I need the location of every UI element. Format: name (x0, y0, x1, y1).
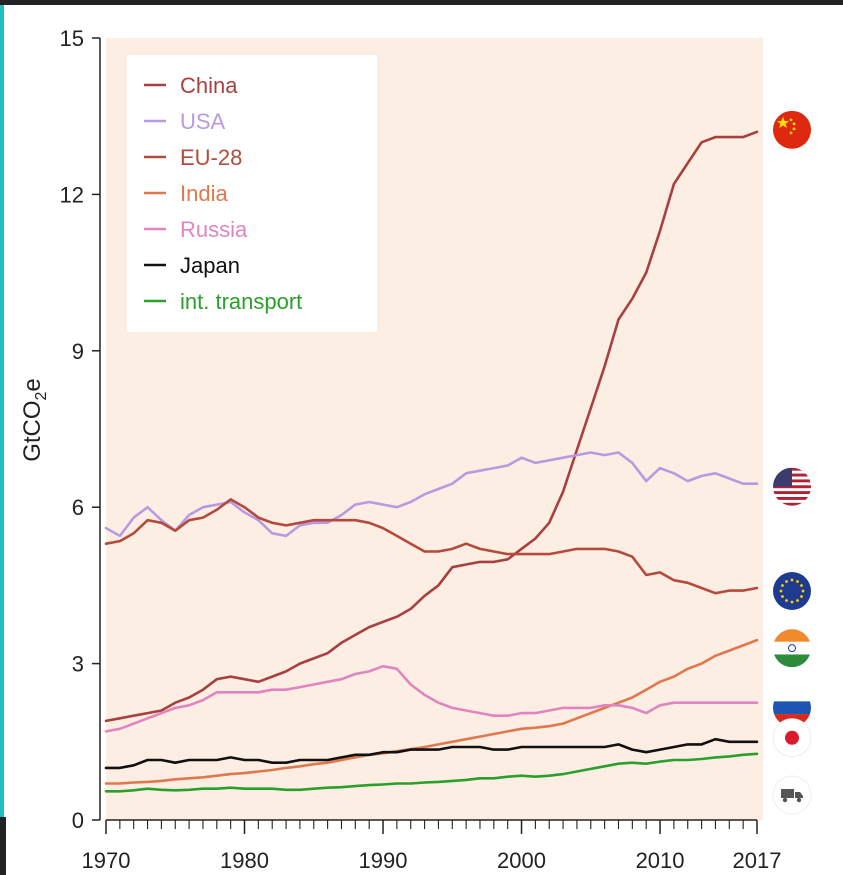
top-border (0, 0, 843, 5)
x-tick-label: 2000 (497, 848, 546, 873)
series-line-china (104, 130, 759, 723)
x-tick-label: 1990 (359, 848, 408, 873)
legend-label: India (180, 181, 228, 206)
legend-label: EU-28 (180, 145, 242, 170)
series-line-eu-28 (104, 498, 759, 595)
y-tick-label: 15 (60, 26, 84, 51)
truck-icon (772, 775, 812, 815)
series-line-int-transport (104, 752, 759, 793)
series-line-russia (104, 664, 759, 733)
legend-label: USA (180, 109, 226, 134)
china-flag-icon (773, 110, 811, 149)
india-flag-icon (773, 629, 811, 668)
y-tick-label: 9 (72, 339, 84, 364)
x-tick-label: 1970 (82, 848, 131, 873)
legend-label: int. transport (180, 289, 302, 314)
x-tick-label: 2017 (733, 848, 782, 873)
usa-flag-icon (773, 467, 811, 506)
y-axis-label: GtCO2e (19, 378, 50, 462)
series-lines (104, 130, 759, 793)
y-tick-label: 12 (60, 182, 84, 207)
series-line-india (104, 638, 759, 785)
legend-label: Russia (180, 217, 248, 242)
series-line-usa (104, 451, 759, 538)
legend: China USA EU-28 India Russia Japan int. transp… (127, 55, 377, 332)
legend-label: Japan (180, 253, 240, 278)
corner-block (0, 817, 6, 875)
axes: 0 3 6 9 12 15 1970 1980 1990 2000 2010 2017 (60, 26, 782, 873)
legend-box (127, 55, 377, 332)
y-tick-label: 3 (72, 652, 84, 677)
series-line-japan (104, 737, 759, 770)
x-tick-label: 1980 (220, 848, 269, 873)
x-tick-label: 2010 (636, 848, 685, 873)
left-accent-border (0, 5, 4, 817)
flag-markers (772, 110, 812, 815)
y-tick-label: 0 (72, 808, 84, 833)
eu-flag-icon (773, 572, 811, 611)
japan-flag-icon (772, 718, 812, 758)
y-tick-label: 6 (72, 495, 84, 520)
legend-label: China (180, 73, 238, 98)
